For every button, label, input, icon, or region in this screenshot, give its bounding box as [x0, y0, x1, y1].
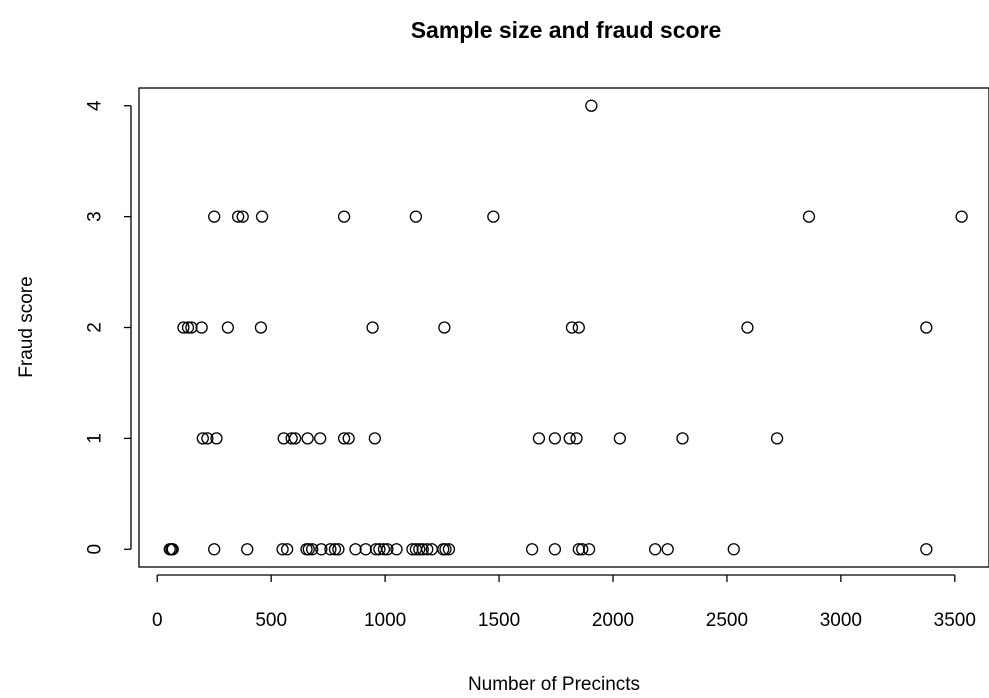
data-point — [576, 543, 589, 556]
data-point — [570, 432, 583, 445]
x-tick-label: 2000 — [592, 610, 634, 631]
data-point — [381, 543, 394, 556]
y-tick-label: 0 — [85, 544, 106, 555]
data-point — [195, 321, 208, 334]
data-point — [439, 543, 452, 556]
data-point — [421, 543, 434, 556]
data-point — [196, 432, 209, 445]
y-axis: 0 1 2 3 4 — [85, 100, 132, 555]
data-point — [221, 321, 235, 334]
x-tick-label: 0 — [152, 610, 163, 631]
data-point — [802, 210, 816, 223]
data-point — [201, 432, 214, 445]
data-point — [342, 432, 355, 445]
data-point — [613, 432, 626, 445]
y-tick-label: 2 — [85, 322, 106, 333]
data-point — [406, 543, 419, 556]
data-point — [288, 432, 302, 445]
data-point — [241, 543, 254, 556]
data-point — [661, 543, 674, 556]
data-point — [366, 321, 379, 334]
data-point — [166, 543, 179, 556]
data-point — [487, 210, 500, 223]
data-point — [548, 432, 562, 445]
data-point — [676, 432, 689, 445]
data-point — [585, 99, 598, 112]
data-point — [337, 210, 351, 223]
chart-title: Sample size and fraud score — [411, 17, 722, 43]
data-points — [163, 99, 968, 556]
data-point — [442, 543, 456, 556]
data-point — [525, 543, 539, 556]
x-tick-label: 1500 — [478, 610, 520, 631]
y-axis-title: Fraud score — [16, 276, 37, 377]
y-tick-label: 4 — [85, 100, 106, 111]
y-tick-label: 1 — [85, 433, 106, 444]
data-point — [770, 432, 784, 445]
data-point — [210, 432, 223, 445]
data-point — [955, 210, 968, 223]
data-point — [390, 543, 403, 556]
data-point — [565, 321, 579, 334]
data-point — [377, 543, 391, 556]
data-point — [532, 432, 546, 445]
x-tick-label: 1000 — [364, 610, 406, 631]
data-point — [208, 543, 221, 556]
data-point — [582, 543, 596, 556]
data-point — [255, 210, 269, 223]
data-point — [332, 543, 345, 556]
data-point — [177, 321, 190, 334]
data-point — [185, 321, 198, 334]
data-point — [727, 543, 740, 556]
data-point — [548, 543, 562, 556]
data-point — [302, 543, 315, 556]
x-axis-title: Number of Precincts — [468, 674, 640, 695]
x-tick-label: 500 — [255, 610, 287, 631]
data-point — [741, 321, 754, 334]
data-point — [416, 543, 429, 556]
data-point — [231, 210, 245, 223]
data-point — [409, 210, 423, 223]
x-tick-label: 3500 — [934, 610, 976, 631]
data-point — [285, 432, 298, 445]
data-point — [301, 432, 314, 445]
x-axis: 0 500 1000 1500 2000 2500 3000 3500 — [152, 574, 976, 631]
data-point — [438, 321, 451, 334]
x-tick-label: 3000 — [820, 610, 862, 631]
data-point — [181, 321, 195, 334]
plot-area — [138, 87, 989, 568]
data-point — [368, 432, 382, 445]
data-point — [276, 543, 289, 556]
data-point — [328, 543, 342, 556]
data-point — [572, 543, 585, 556]
data-point — [208, 210, 221, 223]
data-point — [314, 432, 327, 445]
data-point — [236, 210, 249, 223]
data-point — [337, 432, 351, 445]
data-point — [280, 543, 294, 556]
data-point — [649, 543, 662, 556]
y-tick-label: 3 — [85, 211, 106, 222]
data-point — [254, 321, 268, 334]
data-point — [359, 543, 372, 556]
data-point — [920, 543, 933, 556]
data-point — [413, 543, 426, 556]
data-point — [572, 321, 585, 334]
data-point — [920, 321, 933, 334]
data-point — [349, 543, 362, 556]
data-point — [563, 432, 576, 445]
x-tick-label: 2500 — [706, 610, 748, 631]
data-point — [373, 543, 386, 556]
data-point — [324, 543, 337, 556]
data-point — [315, 543, 328, 556]
data-point — [306, 543, 319, 556]
